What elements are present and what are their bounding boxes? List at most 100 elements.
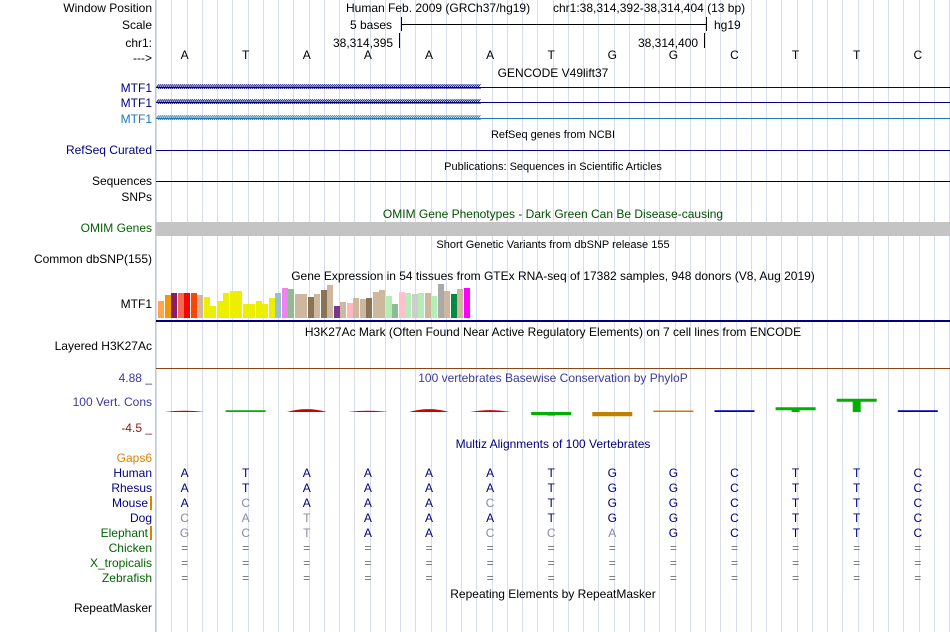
gencode-mtf1-label-1[interactable]: MTF1 bbox=[120, 81, 152, 95]
phylop-mark bbox=[897, 410, 938, 412]
gtex-tissue-bar[interactable] bbox=[379, 290, 385, 318]
gtex-tissue-bar[interactable] bbox=[229, 291, 236, 318]
gtex-tissue-bar[interactable] bbox=[242, 304, 249, 318]
species-xtropicalis-label[interactable]: X_tropicalis bbox=[89, 556, 152, 570]
gtex-tissue-bar[interactable] bbox=[346, 303, 353, 318]
gencode-transcript-2[interactable]: ‹‹‹‹‹‹‹‹‹‹‹‹‹‹‹‹‹‹‹‹‹‹‹‹‹‹‹‹‹‹‹‹‹‹‹‹‹‹‹‹… bbox=[156, 96, 950, 108]
gtex-tissue-bar[interactable] bbox=[210, 306, 216, 318]
gtex-tissue-bar[interactable] bbox=[275, 293, 281, 318]
gtex-tissue-bar[interactable] bbox=[385, 296, 392, 318]
gencode-mtf1-label-3[interactable]: MTF1 bbox=[120, 112, 152, 126]
omim-track-title[interactable]: OMIM Gene Phenotypes - Dark Green Can Be… bbox=[382, 207, 724, 221]
gtex-tissue-bar[interactable] bbox=[288, 289, 294, 318]
gtex-tissue-bar[interactable] bbox=[392, 304, 398, 318]
gtex-tissue-bar[interactable] bbox=[301, 294, 307, 318]
gtex-tissue-bar[interactable] bbox=[411, 294, 418, 318]
gtex-tissue-bar[interactable] bbox=[177, 293, 184, 318]
gtex-tissue-bar[interactable] bbox=[444, 291, 450, 318]
dbsnp-track-title[interactable]: Short Genetic Variants from dbSNP releas… bbox=[436, 239, 670, 251]
sequences-label[interactable]: Sequences bbox=[91, 174, 152, 188]
grid-line bbox=[842, 0, 843, 632]
strand-arrow-label[interactable]: ---> bbox=[133, 51, 152, 65]
db-label: hg19 bbox=[714, 18, 741, 32]
gtex-tissue-bar[interactable] bbox=[268, 298, 275, 318]
gtex-tissue-bar[interactable] bbox=[463, 288, 470, 318]
gtex-tissue-bar[interactable] bbox=[262, 304, 268, 318]
species-zebrafish-label[interactable]: Zebrafish bbox=[101, 571, 152, 585]
refseq-gene-line[interactable] bbox=[156, 150, 950, 151]
snps-label[interactable]: SNPs bbox=[121, 190, 152, 204]
species-mouse-label[interactable]: Mouse bbox=[112, 496, 152, 510]
alignment-base-mouse: A bbox=[424, 496, 434, 510]
browser-track-area[interactable]: Human Feb. 2009 (GRCh37/hg19) chr1:38,31… bbox=[156, 0, 950, 632]
gtex-tissue-bar[interactable] bbox=[190, 293, 197, 318]
base-letter: A bbox=[363, 48, 372, 62]
gencode-track-title[interactable]: GENCODE V49lift37 bbox=[497, 66, 609, 80]
gtex-tissue-bar[interactable] bbox=[431, 296, 437, 318]
gtex-tissue-bar[interactable] bbox=[424, 293, 431, 318]
gtex-tissue-bar[interactable] bbox=[314, 294, 320, 318]
phylop-logo-plot[interactable] bbox=[156, 396, 950, 432]
gtex-tissue-bar[interactable] bbox=[450, 294, 457, 318]
gencode-transcript-1[interactable]: ‹‹‹‹‹‹‹‹‹‹‹‹‹‹‹‹‹‹‹‹‹‹‹‹‹‹‹‹‹‹‹‹‹‹‹‹‹‹‹‹… bbox=[156, 81, 950, 93]
refseq-curated-label[interactable]: RefSeq Curated bbox=[65, 143, 152, 157]
gaps-label[interactable]: Gaps6 bbox=[116, 451, 152, 465]
alignment-base-mouse: C bbox=[913, 496, 923, 510]
publications-track-title[interactable]: Publications: Sequences in Scientific Ar… bbox=[444, 161, 662, 173]
gtex-tissue-bar[interactable] bbox=[320, 290, 327, 318]
repeatmasker-label[interactable]: RepeatMasker bbox=[73, 601, 152, 615]
gtex-tissue-bar[interactable] bbox=[340, 302, 346, 318]
omim-gene-bar[interactable] bbox=[156, 222, 950, 236]
species-elephant-label[interactable]: Elephant bbox=[101, 526, 152, 540]
gtex-tissue-bar[interactable] bbox=[184, 293, 190, 318]
gtex-tissue-bar[interactable] bbox=[236, 291, 242, 318]
gtex-tissue-bar[interactable] bbox=[359, 299, 366, 318]
common-dbsnp-label[interactable]: Common dbSNP(155) bbox=[33, 252, 152, 266]
phylop-track-title[interactable]: 100 vertebrates Basewise Conservation by… bbox=[418, 371, 688, 385]
species-dog-label[interactable]: Dog bbox=[129, 511, 152, 525]
species-rhesus-label[interactable]: Rhesus bbox=[111, 481, 152, 495]
gtex-tissue-bar[interactable] bbox=[281, 288, 288, 318]
phylop-mark bbox=[714, 410, 755, 412]
alignment-base-zebrafish: = bbox=[303, 571, 311, 585]
gtex-tissue-bar[interactable] bbox=[405, 293, 411, 318]
gtex-tissue-bar[interactable] bbox=[353, 298, 359, 318]
layered-h3k27ac-label[interactable]: Layered H3K27Ac bbox=[54, 339, 152, 353]
gtex-tissue-bar[interactable] bbox=[307, 297, 314, 318]
gtex-tissue-bar[interactable] bbox=[223, 293, 229, 318]
gtex-tissue-bar[interactable] bbox=[372, 292, 379, 318]
species-chicken-label[interactable]: Chicken bbox=[108, 541, 152, 555]
base-letter: C bbox=[913, 48, 923, 62]
gtex-tissue-bar[interactable] bbox=[255, 301, 262, 318]
repeatmasker-track-title[interactable]: Repeating Elements by RepeatMasker bbox=[450, 587, 656, 601]
gtex-tissue-bar[interactable] bbox=[197, 295, 203, 318]
multiz-track-title[interactable]: Multiz Alignments of 100 Vertebrates bbox=[455, 437, 651, 451]
gtex-tissue-bar[interactable] bbox=[164, 295, 171, 318]
gtex-tissue-bar[interactable] bbox=[203, 297, 210, 318]
gtex-tissue-bar[interactable] bbox=[398, 292, 405, 318]
alignment-base-dog: C bbox=[913, 511, 923, 525]
h3k27ac-signal-line[interactable] bbox=[156, 368, 950, 369]
gtex-tissue-bar[interactable] bbox=[327, 285, 333, 318]
gtex-tissue-bar[interactable] bbox=[366, 298, 372, 318]
gtex-gene-label[interactable]: MTF1 bbox=[120, 297, 152, 311]
gtex-tissue-bar[interactable] bbox=[418, 293, 424, 318]
omim-genes-label[interactable]: OMIM Genes bbox=[80, 221, 152, 235]
sequences-line[interactable] bbox=[156, 181, 950, 182]
gtex-tissue-bar[interactable] bbox=[216, 301, 223, 318]
gtex-tissue-bar[interactable] bbox=[457, 289, 463, 318]
gtex-tissue-bar[interactable] bbox=[333, 306, 340, 318]
gtex-tissue-bar[interactable] bbox=[158, 301, 164, 318]
gtex-tissue-bar[interactable] bbox=[249, 304, 255, 318]
gtex-tissue-bar[interactable] bbox=[294, 294, 301, 318]
gtex-track-title[interactable]: Gene Expression in 54 tissues from GTEx … bbox=[291, 269, 815, 283]
gtex-tissue-bar[interactable] bbox=[437, 284, 444, 318]
h3k27ac-track-title[interactable]: H3K27Ac Mark (Often Found Near Active Re… bbox=[304, 325, 802, 339]
refseq-track-title[interactable]: RefSeq genes from NCBI bbox=[490, 129, 616, 141]
gencode-mtf1-label-2[interactable]: MTF1 bbox=[120, 96, 152, 110]
species-human-label[interactable]: Human bbox=[113, 466, 152, 480]
phylop-mark bbox=[775, 407, 816, 412]
vert-cons-label[interactable]: 100 Vert. Cons bbox=[72, 395, 152, 409]
gencode-transcript-3[interactable]: ‹‹‹‹‹‹‹‹‹‹‹‹‹‹‹‹‹‹‹‹‹‹‹‹‹‹‹‹‹‹‹‹‹‹‹‹‹‹‹‹… bbox=[156, 112, 950, 124]
gtex-tissue-bar[interactable] bbox=[171, 293, 177, 318]
